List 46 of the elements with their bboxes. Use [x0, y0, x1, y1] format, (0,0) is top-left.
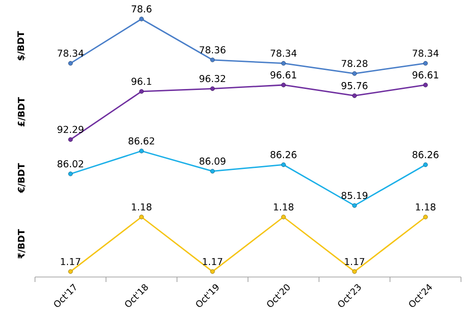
data-label: 1.18: [274, 203, 294, 210]
data-label: 85.19: [342, 192, 368, 200]
data-label: 96.1: [132, 78, 152, 85]
data-label: 78.34: [270, 50, 297, 57]
point: [139, 16, 144, 22]
point: [68, 137, 73, 142]
data-label: 86.26: [412, 151, 438, 158]
data-label: 86.09: [200, 158, 226, 165]
data-label: 96.61: [270, 71, 296, 78]
point: [210, 168, 215, 174]
data-label: 92.29: [58, 126, 84, 134]
data-label: 78.34: [58, 50, 84, 57]
data-label: 86.26: [270, 151, 296, 158]
point: [352, 71, 357, 76]
data-label: 78.34: [412, 50, 439, 57]
point: [210, 86, 215, 91]
y-axis-title: ₹/BDT: [18, 229, 26, 258]
point: [139, 148, 144, 154]
data-label: 95.76: [342, 82, 368, 90]
data-label: 1.17: [203, 258, 222, 266]
point: [352, 203, 357, 208]
point: [423, 82, 428, 88]
data-label: 1.17: [345, 258, 364, 266]
point: [352, 93, 357, 98]
y-axis-title: £/BDT: [18, 97, 26, 126]
data-label: 1.17: [61, 258, 80, 266]
point: [281, 162, 286, 168]
data-label: 96.32: [200, 74, 226, 82]
data-label: 96.61: [412, 71, 438, 78]
data-label: 1.18: [132, 203, 152, 210]
point: [139, 89, 144, 94]
data-label: 78.6: [132, 5, 152, 12]
data-label: 78.28: [342, 60, 368, 68]
point: [423, 162, 428, 168]
y-axis-title: $/BDT: [17, 31, 26, 60]
point: [68, 61, 73, 66]
data-label: 1.18: [416, 203, 436, 210]
point: [281, 82, 286, 88]
point: [210, 58, 215, 62]
point: [423, 61, 428, 66]
point: [68, 172, 73, 176]
data-label: 86.02: [58, 160, 84, 168]
data-label: 78.36: [200, 46, 226, 54]
y-axis-title: €/BDT: [18, 163, 26, 194]
point: [281, 61, 286, 66]
data-label: 86.62: [128, 137, 154, 144]
